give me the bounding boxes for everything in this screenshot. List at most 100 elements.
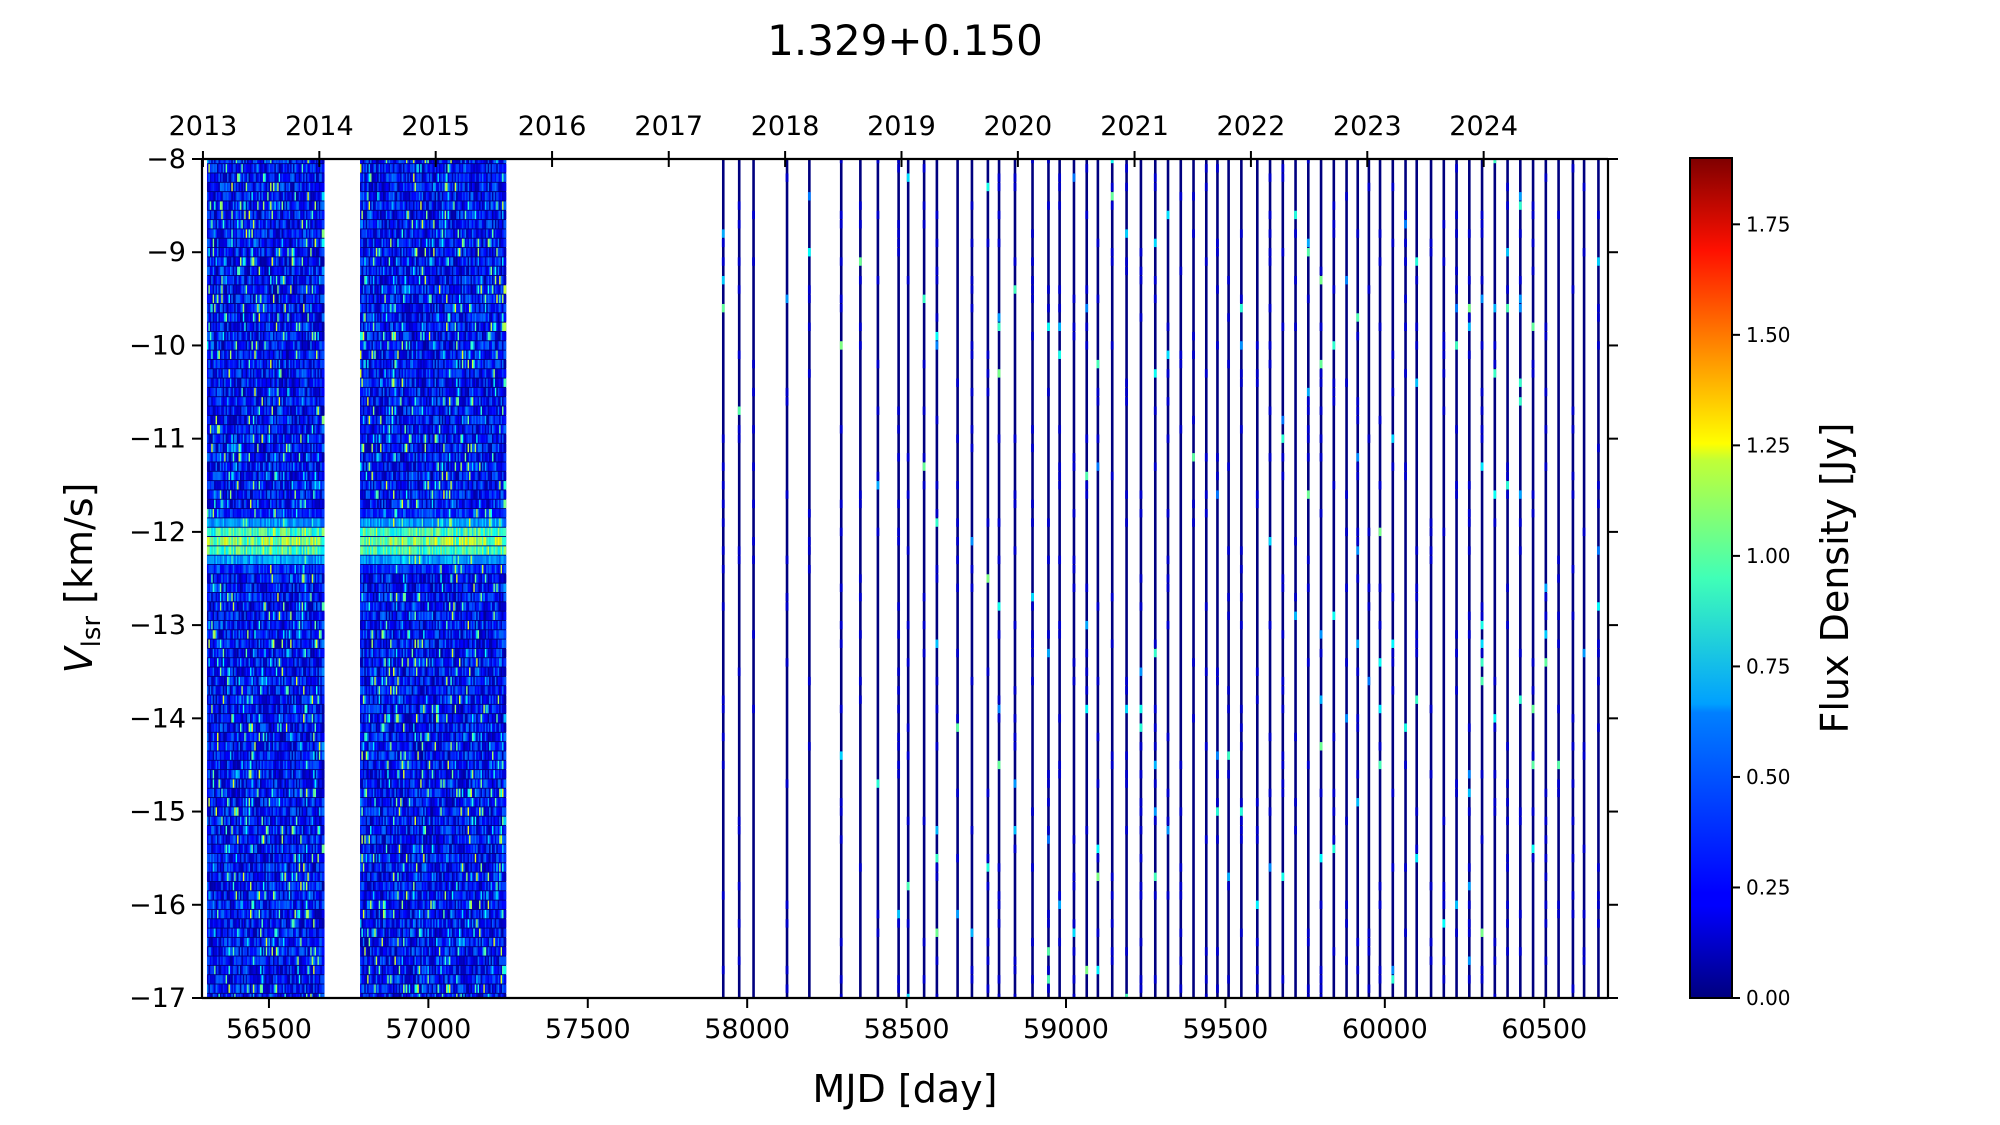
flux-cell bbox=[229, 909, 233, 919]
flux-cell bbox=[228, 303, 232, 313]
flux-cell bbox=[228, 481, 232, 490]
flux-cell bbox=[237, 788, 240, 798]
flux-cell bbox=[231, 611, 235, 620]
flux-cell bbox=[225, 471, 229, 481]
flux-cell bbox=[208, 816, 212, 826]
flux-cell bbox=[208, 863, 212, 872]
flux-cell bbox=[237, 490, 240, 499]
flux-cell bbox=[237, 770, 240, 779]
flux-cell bbox=[208, 937, 212, 947]
flux-cell bbox=[221, 313, 225, 322]
flux-cell bbox=[206, 630, 210, 639]
flux-cell bbox=[224, 159, 227, 164]
flux-cell bbox=[215, 546, 219, 555]
flux-cell bbox=[209, 434, 213, 443]
flux-cell bbox=[237, 248, 240, 257]
flux-cell bbox=[222, 620, 226, 630]
flux-cell bbox=[211, 826, 215, 835]
flux-cell bbox=[232, 220, 236, 229]
flux-cell bbox=[217, 723, 220, 732]
flux-cell bbox=[209, 872, 213, 882]
flux-cell bbox=[225, 826, 229, 835]
flux-cell bbox=[212, 499, 216, 509]
flux-cell bbox=[228, 807, 232, 816]
flux-cell bbox=[209, 164, 213, 173]
flux-cell bbox=[211, 322, 215, 331]
flux-cell bbox=[212, 490, 216, 499]
flux-cell bbox=[222, 630, 226, 639]
flux-cell bbox=[232, 676, 236, 686]
flux-cell bbox=[206, 210, 210, 220]
flux-cell bbox=[231, 798, 235, 807]
flux-cell bbox=[215, 248, 219, 257]
flux-cell bbox=[224, 509, 227, 518]
flux-cell bbox=[227, 285, 230, 294]
flux-cell bbox=[211, 909, 215, 919]
flux-cell bbox=[238, 602, 242, 611]
flux-cell bbox=[217, 257, 220, 266]
flux-cell bbox=[215, 415, 219, 425]
flux-cell bbox=[229, 676, 233, 686]
flux-cell bbox=[206, 844, 210, 854]
flux-cell bbox=[215, 704, 219, 714]
flux-cell bbox=[208, 182, 212, 192]
flux-cell bbox=[206, 425, 210, 434]
flux-cell bbox=[214, 471, 217, 481]
flux-cell bbox=[237, 686, 240, 695]
flux-cell bbox=[219, 826, 223, 835]
flux-cell bbox=[222, 248, 226, 257]
flux-cell bbox=[208, 928, 212, 937]
flux-cell bbox=[239, 509, 243, 518]
flux-cell bbox=[208, 732, 212, 742]
flux-cell bbox=[212, 667, 216, 676]
flux-cell bbox=[229, 453, 233, 462]
flux-cell bbox=[232, 667, 236, 676]
flux-cell bbox=[217, 564, 220, 574]
flux-cell bbox=[241, 909, 245, 919]
flux-cell bbox=[221, 881, 225, 891]
flux-cell bbox=[231, 779, 235, 788]
flux-cell bbox=[211, 630, 215, 639]
flux-cell bbox=[214, 732, 217, 742]
flux-cell bbox=[228, 453, 232, 462]
flux-cell bbox=[239, 667, 243, 676]
flux-cell bbox=[227, 462, 230, 471]
flux-cell bbox=[238, 807, 242, 816]
flux-cell bbox=[235, 947, 239, 956]
flux-cell bbox=[219, 853, 223, 863]
flux-cell bbox=[222, 947, 226, 956]
flux-cell bbox=[228, 658, 232, 667]
flux-cell bbox=[238, 369, 242, 378]
flux-cell bbox=[225, 275, 229, 285]
flux-cell bbox=[209, 592, 213, 602]
flux-cell bbox=[211, 611, 215, 620]
flux-cell bbox=[212, 453, 216, 462]
flux-cell bbox=[211, 164, 215, 173]
flux-cell bbox=[234, 415, 238, 425]
flux-cell bbox=[235, 937, 239, 947]
flux-cell bbox=[217, 686, 220, 695]
flux-cell bbox=[225, 443, 229, 453]
flux-cell bbox=[237, 341, 240, 350]
flux-cell bbox=[214, 863, 217, 872]
flux-cell bbox=[229, 760, 233, 770]
flux-cell bbox=[239, 238, 243, 248]
flux-cell bbox=[227, 937, 230, 947]
flux-cell bbox=[239, 499, 243, 509]
flux-cell bbox=[214, 611, 217, 620]
flux-cell bbox=[222, 658, 226, 667]
flux-cell bbox=[224, 481, 227, 490]
flux-cell bbox=[214, 648, 217, 658]
flux-cell bbox=[209, 798, 213, 807]
flux-cell bbox=[217, 471, 220, 481]
flux-cell bbox=[215, 509, 219, 518]
flux-cell bbox=[225, 369, 229, 378]
flux-cell bbox=[206, 751, 210, 760]
flux-cell bbox=[218, 965, 222, 975]
flux-cell bbox=[208, 704, 212, 714]
flux-cell bbox=[239, 975, 243, 984]
flux-cell bbox=[227, 229, 230, 238]
flux-cell bbox=[234, 359, 238, 369]
flux-cell bbox=[218, 676, 222, 686]
flux-cell bbox=[238, 453, 242, 462]
